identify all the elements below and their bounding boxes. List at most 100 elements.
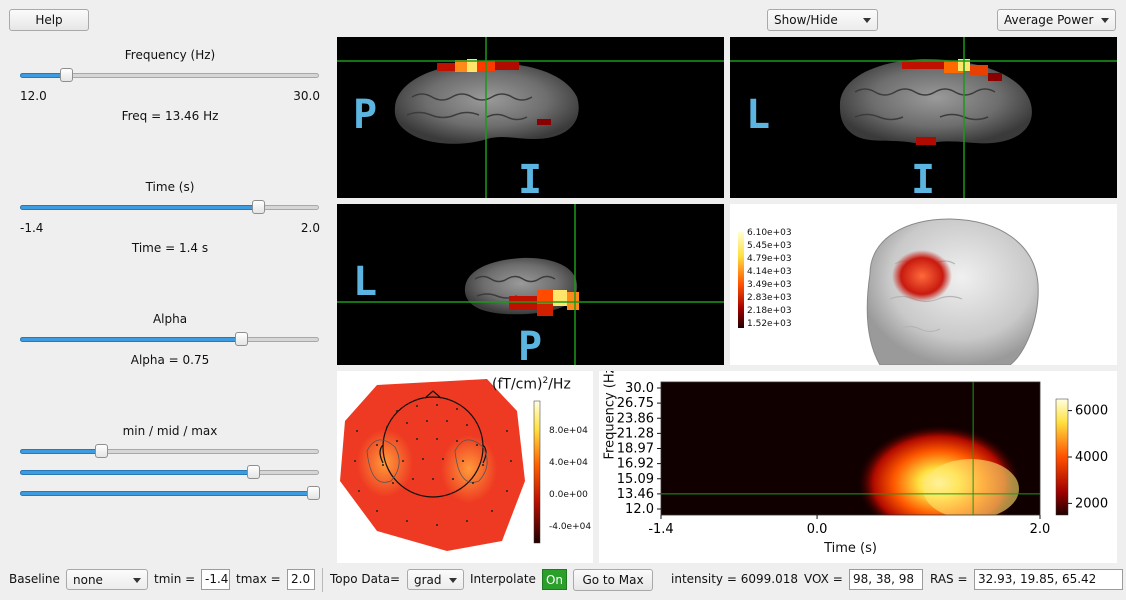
tfr-xlabel: Time (s) xyxy=(824,541,877,556)
topomap-view[interactable]: (fT/cm)2/Hz 8.0e+04 4.0e+04 0.0e+00 -4.0e+0… xyxy=(337,371,593,563)
intensity-readout: intensity = 6099.018 xyxy=(671,572,798,586)
help-button[interactable]: Help xyxy=(9,9,89,31)
tfr-xtick-label: 0.0 xyxy=(807,522,828,537)
time-slider[interactable] xyxy=(20,199,319,215)
tfr-colorbar xyxy=(1055,398,1069,516)
clim-max-slider[interactable] xyxy=(20,485,320,501)
render-3d-view[interactable]: 6.10e+03 5.45e+03 4.79e+03 4.14e+03 3.49e+03… xyxy=(730,204,1117,365)
coronal-view[interactable]: L I xyxy=(730,37,1117,198)
render-colorbar-label: 4.79e+03 xyxy=(747,254,792,264)
alpha-slider-fill xyxy=(20,337,241,342)
power-mode-dropdown[interactable]: Average Power xyxy=(997,9,1116,31)
frequency-max: 30.0 xyxy=(293,89,320,103)
nose-outline xyxy=(424,390,442,399)
power-mode-label: Average Power xyxy=(1004,13,1094,27)
time-slider-handle[interactable] xyxy=(252,200,265,214)
brain-slice xyxy=(394,62,579,144)
render-3d-image xyxy=(738,218,1039,365)
clim-max-slider-handle[interactable] xyxy=(307,486,320,500)
tmin-label: tmin = xyxy=(154,572,196,586)
activation-blob xyxy=(892,250,952,302)
baseline-value: none xyxy=(73,572,103,587)
tfr-plot: -1.4 0.0 2.030.026.7523.8621.2818.9716.921… xyxy=(617,381,1108,537)
clim-mid-slider-fill xyxy=(20,470,253,475)
coronal-left-letter: L xyxy=(746,92,771,138)
chevron-down-icon xyxy=(1101,18,1109,23)
chevron-down-icon xyxy=(449,577,457,583)
tmin-input[interactable]: -1.4 xyxy=(201,569,230,590)
topo-data-dropdown[interactable]: grad xyxy=(407,569,464,590)
tmax-label: tmax = xyxy=(236,572,281,586)
alpha-slider-handle[interactable] xyxy=(235,332,248,346)
frequency-readout: Freq = 13.46 Hz xyxy=(121,109,219,123)
tfr-ytick-label: 13.46 xyxy=(617,487,654,502)
separator xyxy=(322,568,323,592)
sagittal-view[interactable]: P I xyxy=(337,37,724,198)
clim-min-slider[interactable] xyxy=(20,443,319,459)
go-to-max-button[interactable]: Go to Max xyxy=(573,569,653,591)
tfr-ytick-label: 26.75 xyxy=(617,396,654,411)
tfr-ytick-label: 12.0 xyxy=(625,502,654,517)
clim-title: min / mid / max xyxy=(122,424,218,438)
frequency-title: Frequency (Hz) xyxy=(124,48,216,62)
alpha-readout: Alpha = 0.75 xyxy=(130,353,210,367)
topomap-tick: 0.0e+00 xyxy=(549,490,588,500)
tfr-colorbar-label: 6000 xyxy=(1075,404,1108,419)
interpolate-label: Interpolate xyxy=(470,572,536,586)
frequency-slider-handle[interactable] xyxy=(60,68,73,82)
time-title: Time (s) xyxy=(145,180,195,194)
topomap-tick: -4.0e+04 xyxy=(549,522,592,532)
alpha-slider[interactable] xyxy=(20,331,319,347)
axial-image xyxy=(337,204,724,365)
go-to-max-label: Go to Max xyxy=(582,573,644,587)
baseline-label: Baseline xyxy=(9,572,60,586)
clim-min-slider-fill xyxy=(20,449,101,454)
tfr-ytick-label: 30.0 xyxy=(625,381,654,396)
frequency-min: 12.0 xyxy=(20,89,47,103)
alpha-title: Alpha xyxy=(152,312,188,326)
vox-input[interactable]: 98, 38, 98 xyxy=(849,569,923,590)
unit-base: (fT/cm) xyxy=(492,376,543,393)
coronal-bottom-letter: I xyxy=(911,157,936,198)
topomap-tick: 8.0e+04 xyxy=(549,426,588,436)
topomap-colorbar xyxy=(533,400,541,544)
sagittal-image xyxy=(337,37,724,198)
tfr-ytick-label: 21.28 xyxy=(617,426,654,441)
topomap-image xyxy=(340,379,541,551)
axial-bottom-letter: P xyxy=(518,324,543,365)
show-hide-label: Show/Hide xyxy=(774,13,838,27)
time-readout: Time = 1.4 s xyxy=(131,241,209,255)
unit-tail: /Hz xyxy=(548,376,571,393)
head-surface xyxy=(866,218,1039,365)
render-colorbar-label: 1.52e+03 xyxy=(747,319,792,329)
coronal-image xyxy=(730,37,1117,198)
topo-data-label: Topo Data= xyxy=(330,572,401,586)
tfr-ytick-label: 16.92 xyxy=(617,457,654,472)
sagittal-bottom-letter: I xyxy=(518,157,543,198)
frequency-slider[interactable] xyxy=(20,67,319,83)
axial-view[interactable]: L P xyxy=(337,204,724,365)
tfr-ytick-label: 23.86 xyxy=(617,411,654,426)
clim-min-slider-handle[interactable] xyxy=(95,444,108,458)
help-button-label: Help xyxy=(35,13,63,27)
chevron-down-icon xyxy=(863,18,871,23)
clim-max-slider-fill xyxy=(20,491,313,496)
sagittal-left-letter: P xyxy=(353,92,378,138)
tfr-ylabel: Frequency (Hz) xyxy=(602,371,618,460)
tmax-input[interactable]: 2.0 xyxy=(287,569,315,590)
show-hide-dropdown[interactable]: Show/Hide xyxy=(767,9,878,31)
unit-exponent: 2 xyxy=(542,376,549,386)
tfr-xtick-label: -1.4 xyxy=(648,522,673,537)
baseline-dropdown[interactable]: none xyxy=(66,569,148,590)
axial-left-letter: L xyxy=(353,259,378,305)
ras-input[interactable]: 32.93, 19.85, 65.42 xyxy=(974,569,1123,590)
tfr-colorbar-label: 4000 xyxy=(1075,450,1108,465)
clim-mid-slider[interactable] xyxy=(20,464,319,480)
clim-mid-slider-handle[interactable] xyxy=(247,465,260,479)
interpolate-toggle[interactable]: On xyxy=(542,569,567,590)
render-colorbar-label: 6.10e+03 xyxy=(747,228,792,238)
time-slider-fill xyxy=(20,205,258,210)
tfr-ytick-label: 18.97 xyxy=(617,442,654,457)
tfr-chart[interactable]: -1.4 0.0 2.0 30.0 26.75 23.86 21.28 18.97 16.92 1… xyxy=(599,371,1117,563)
